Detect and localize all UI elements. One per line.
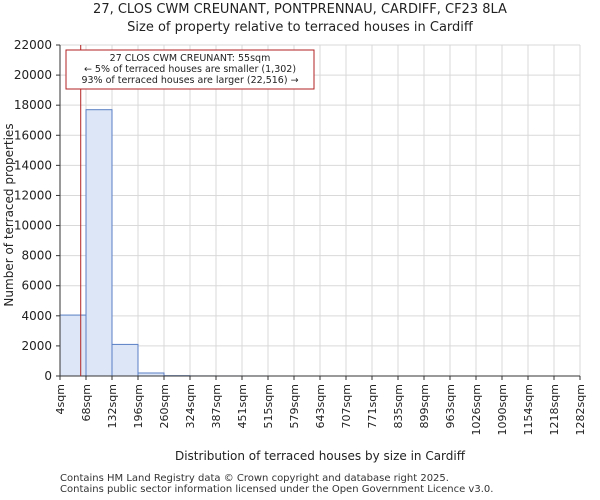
annotation-box (65, 49, 315, 90)
x-tick-label: 451sqm (236, 384, 249, 428)
x-tick-label: 643sqm (314, 384, 327, 428)
x-tick-label: 1282sqm (574, 384, 587, 435)
grid-lines (59, 44, 581, 377)
bar-132sqm (111, 343, 139, 377)
annotation-line: 27 CLOS CWM CREUNANT: 55sqm (110, 53, 271, 64)
annotation-line: 93% of terraced houses are larger (22,51… (81, 75, 298, 86)
x-tick-label: 899sqm (418, 384, 431, 428)
x-tick-label: 515sqm (262, 384, 275, 428)
y-tick-labels: 0 2000 4000 6000 8000 10000 12000 14000 16000 180… (14, 38, 60, 383)
y-tick-label: 0 (44, 369, 52, 383)
y-tick-label: 12000 (14, 188, 52, 202)
chart-subtitle: Size of property relative to terraced ho… (127, 20, 473, 35)
x-tick-label: 196sqm (132, 384, 145, 428)
y-tick-label: 4000 (21, 309, 52, 323)
x-tick-label: 1090sqm (496, 384, 509, 435)
x-tick-label: 387sqm (210, 384, 223, 428)
x-tick-label: 132sqm (106, 384, 119, 428)
property-marker: 27 CLOS CWM CREUNANT: 55sqm← 5% of terra… (65, 45, 315, 376)
y-axis-label: Number of terraced properties (2, 123, 16, 306)
chart-title: 27, CLOS CWM CREUNANT, PONTPRENNAU, CARD… (93, 2, 507, 17)
x-tick-label: 963sqm (444, 384, 457, 428)
footer-line-1: Contains HM Land Registry data © Crown c… (60, 473, 449, 484)
x-tick-labels: 4sqm 68sqm 132sqm 196sqm 260sqm 324sqm 387sqm 4… (54, 376, 587, 435)
x-tick-label: 324sqm (184, 384, 197, 428)
footer-line-2: Contains public sector information licen… (60, 484, 494, 495)
x-tick-label: 1026sqm (470, 384, 483, 435)
y-tick-label: 8000 (21, 249, 52, 263)
bar-68sqm (85, 109, 113, 377)
y-tick-label: 14000 (14, 158, 52, 172)
y-tick-label: 10000 (14, 219, 52, 233)
y-tick-label: 16000 (14, 128, 52, 142)
x-tick-label: 260sqm (158, 384, 171, 428)
x-tick-label: 68sqm (80, 384, 93, 421)
y-tick-label: 22000 (14, 38, 52, 52)
y-tick-label: 2000 (21, 339, 52, 353)
annotation-line: ← 5% of terraced houses are smaller (1,3… (84, 64, 296, 75)
x-tick-label: 1154sqm (522, 384, 535, 435)
y-tick-label: 18000 (14, 98, 52, 112)
y-tick-label: 20000 (14, 68, 52, 82)
x-axis-label: Distribution of terraced houses by size … (175, 449, 466, 463)
x-tick-label: 707sqm (340, 384, 353, 428)
x-tick-label: 579sqm (288, 384, 301, 428)
x-tick-label: 835sqm (392, 384, 405, 428)
x-tick-label: 4sqm (54, 384, 67, 414)
x-tick-label: 1218sqm (548, 384, 561, 435)
y-tick-label: 6000 (21, 279, 52, 293)
x-tick-label: 771sqm (366, 384, 379, 428)
bar-4sqm (59, 314, 87, 377)
